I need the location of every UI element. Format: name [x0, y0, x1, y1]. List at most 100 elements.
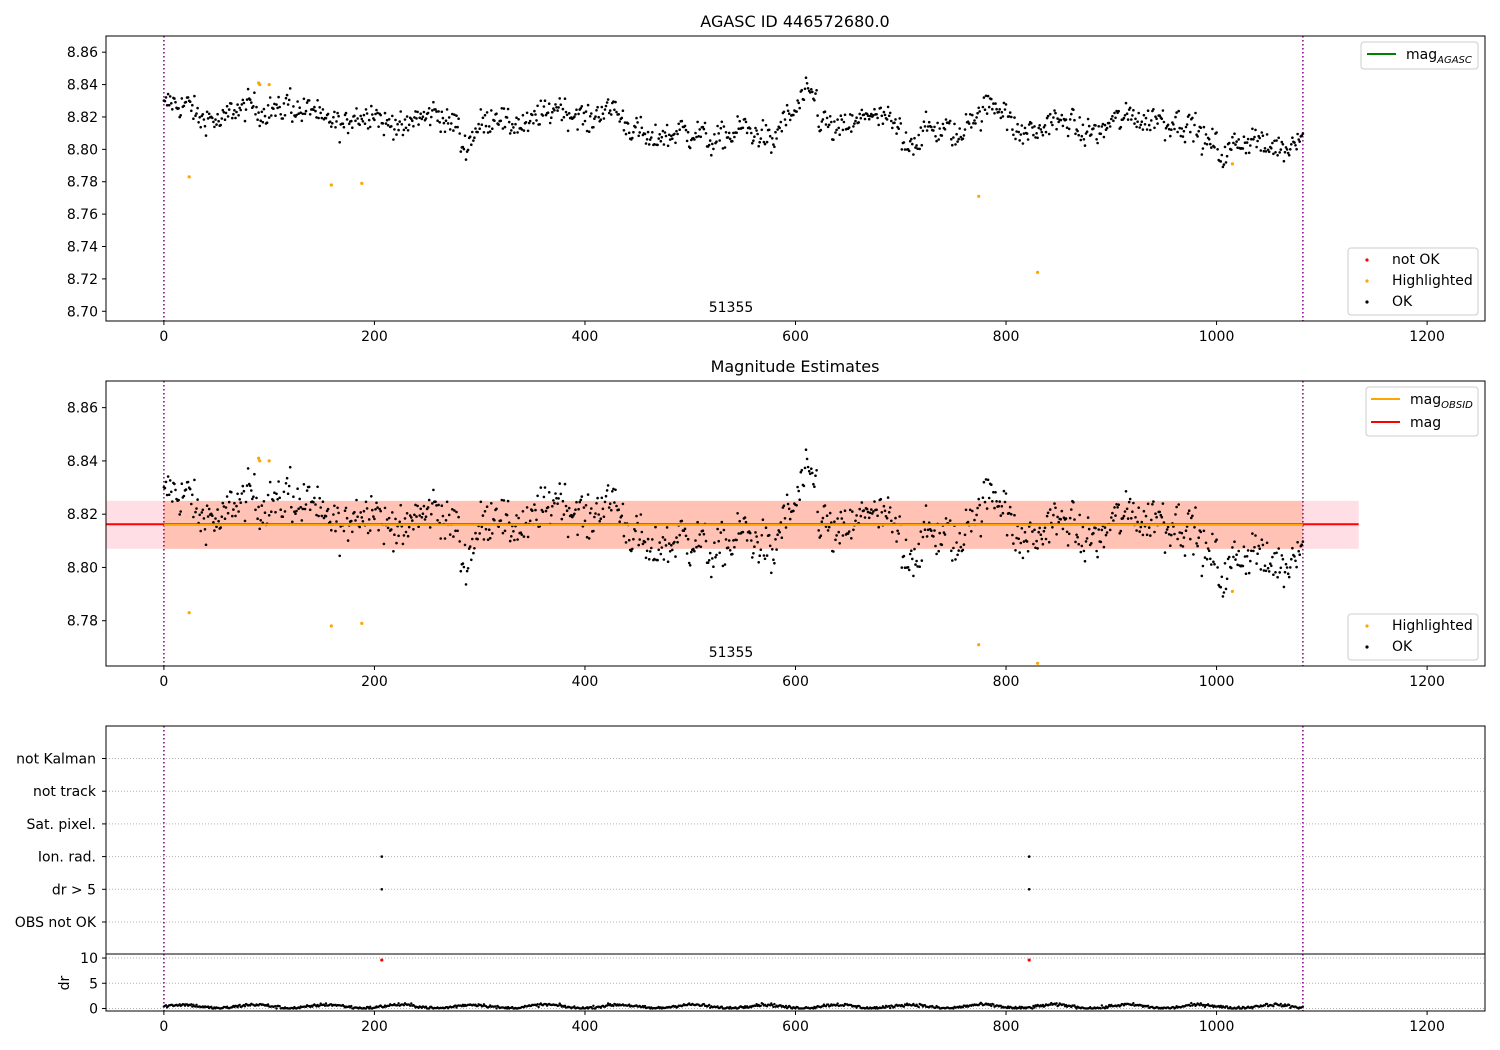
ok-point [1126, 118, 1130, 121]
ok-point [1064, 517, 1068, 520]
ok-point [1035, 132, 1038, 135]
ok-point [1026, 138, 1030, 141]
ok-point [441, 116, 445, 120]
ok-point [637, 134, 640, 138]
ok-point [985, 507, 989, 510]
ok-point [277, 95, 280, 99]
legend-marker-ok [1365, 300, 1369, 304]
ok-point [697, 544, 700, 548]
ok-point [386, 526, 390, 530]
ok-point [1263, 147, 1267, 150]
ok-point [1139, 525, 1143, 529]
ok-point [375, 108, 378, 112]
ok-point [1265, 541, 1269, 545]
category-label: OBS not OK [15, 915, 97, 931]
ok-point [783, 118, 787, 121]
ok-point [800, 88, 804, 92]
dr-point [1106, 1005, 1110, 1008]
ok-point [180, 482, 184, 486]
ok-point [1172, 525, 1175, 528]
ok-point [508, 132, 512, 135]
ok-point [1011, 533, 1014, 537]
ok-point [501, 127, 505, 130]
ok-point [443, 130, 447, 134]
ok-point [841, 534, 845, 537]
dr-point [1062, 1003, 1066, 1006]
ok-point [925, 129, 929, 132]
dr-point [1031, 1007, 1034, 1010]
dr-point [402, 1004, 406, 1007]
ok-point [401, 542, 405, 546]
ok-point [933, 125, 936, 129]
ok-point [1235, 140, 1238, 143]
ok-point [531, 113, 534, 117]
ok-point [927, 120, 931, 124]
ok-point [188, 487, 192, 491]
ok-point [1247, 151, 1251, 155]
ok-point [1133, 122, 1136, 125]
ok-point [1164, 531, 1168, 534]
ok-point [763, 142, 767, 146]
ok-point [334, 529, 337, 533]
ok-point [1017, 130, 1020, 134]
dr-point [888, 1004, 891, 1008]
ok-point [1144, 514, 1148, 518]
ok-point [1155, 515, 1158, 519]
axis-ticks: 0 200 400 600 800 1000 12008.708.728.748.768.7… [67, 45, 1445, 345]
x-tick-label: 800 [993, 329, 1020, 345]
ok-point [808, 91, 812, 94]
ok-point [1065, 126, 1069, 129]
ok-point [216, 508, 219, 511]
ok-point [674, 555, 677, 558]
ok-point [671, 137, 674, 140]
ok-point [1125, 507, 1129, 511]
ok-point [459, 150, 463, 153]
ok-point [552, 499, 555, 502]
ok-point [731, 552, 734, 556]
ok-point [592, 529, 595, 533]
dr-point [889, 1006, 892, 1010]
ok-point [240, 492, 244, 495]
ok-point [205, 110, 209, 114]
ok-point [823, 110, 827, 113]
ok-point [499, 119, 503, 123]
ok-point [392, 550, 395, 553]
ok-point [485, 505, 489, 509]
legend-label-ok: OK [1392, 639, 1413, 655]
ok-point [902, 554, 906, 558]
ok-point [367, 118, 371, 122]
ok-point [618, 520, 621, 523]
ok-point [450, 122, 453, 125]
ok-point [514, 122, 517, 126]
ok-point [994, 102, 997, 105]
ok-point [607, 506, 611, 509]
ok-point [463, 543, 467, 547]
ok-point [585, 535, 589, 539]
ok-point [1055, 127, 1058, 131]
ok-point [1185, 525, 1189, 528]
ok-point [1020, 124, 1024, 127]
ok-point [1124, 101, 1128, 105]
ok-point [900, 148, 904, 151]
ok-point [1022, 540, 1026, 543]
ok-point [267, 514, 271, 517]
ok-point [206, 117, 210, 120]
ok-point [458, 132, 462, 135]
legend-marker-highlighted [1365, 624, 1369, 628]
ok-point [556, 502, 559, 506]
ok-point [1108, 528, 1112, 532]
ok-point [1280, 554, 1284, 557]
highlighted-point [258, 83, 262, 87]
ok-point [659, 552, 663, 556]
ok-point [958, 531, 961, 535]
ok-point [860, 501, 864, 504]
ok-point [622, 129, 626, 132]
ok-point [715, 140, 718, 143]
ok-point [1057, 520, 1060, 524]
ok-point [1066, 134, 1070, 138]
ok-point [435, 504, 438, 507]
ok-point [952, 546, 955, 550]
ok-point [561, 499, 565, 503]
ok-point [690, 550, 693, 554]
ok-point [1300, 134, 1304, 137]
